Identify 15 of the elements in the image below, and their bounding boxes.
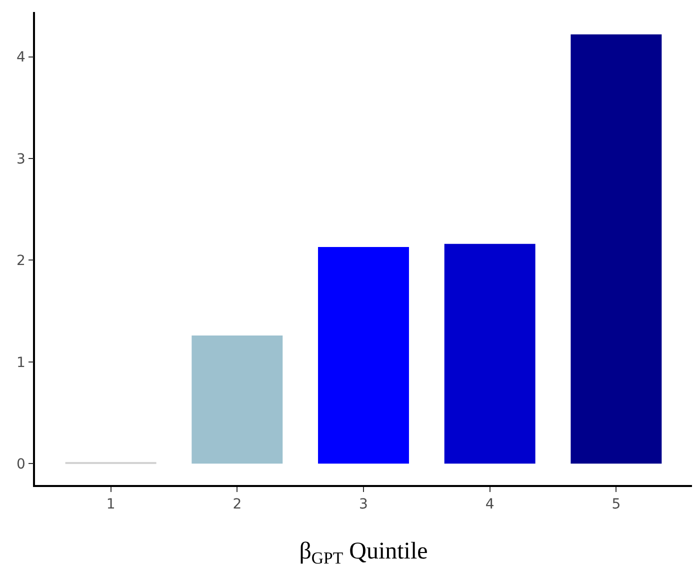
y-tick-label: 3 <box>16 151 26 168</box>
x-tick-label: 1 <box>106 496 116 513</box>
y-tick-label: 2 <box>16 253 26 270</box>
bar <box>444 244 536 464</box>
x-axis-title: β$_{GPT}$ Quintile <box>299 538 428 568</box>
y-tick-label: 4 <box>16 50 26 66</box>
y-tick-label: 1 <box>16 354 26 371</box>
bar <box>192 335 283 464</box>
x-tick-label: 4 <box>485 496 494 513</box>
x-tick-label: 2 <box>232 496 242 513</box>
x-tick-label: 5 <box>612 496 621 513</box>
bar <box>318 246 409 464</box>
y-tick-label: 0 <box>16 456 26 473</box>
x-tick-label: 3 <box>359 496 368 513</box>
bar <box>570 34 662 464</box>
